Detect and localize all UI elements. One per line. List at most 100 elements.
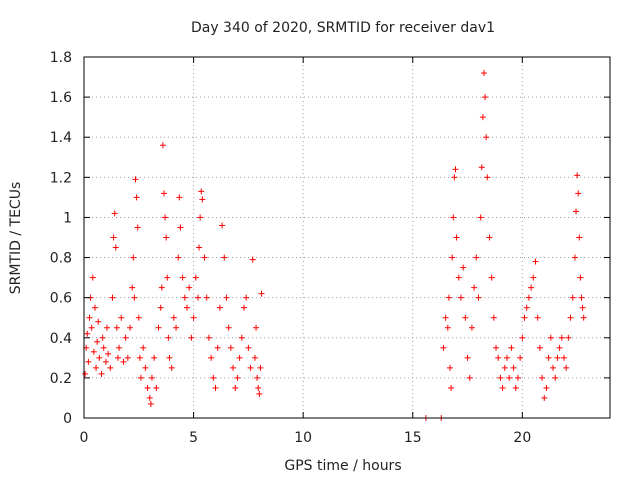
data-point [225, 324, 232, 331]
y-axis-label: SRMTID / TECUs [8, 182, 24, 295]
data-point [192, 274, 199, 281]
data-point [444, 324, 451, 331]
data-point [466, 374, 473, 381]
data-point [205, 334, 212, 341]
data-point [455, 274, 462, 281]
data-point [96, 354, 103, 361]
data-point [258, 290, 265, 297]
data-point [198, 188, 205, 195]
data-point [212, 384, 219, 391]
data-point [232, 384, 239, 391]
data-point [506, 374, 513, 381]
data-point [223, 294, 230, 301]
data-point [256, 390, 263, 397]
data-point [480, 70, 487, 77]
data-point [188, 334, 195, 341]
data-point [109, 294, 116, 301]
data-point [142, 364, 149, 371]
data-point [512, 384, 519, 391]
data-point [85, 358, 92, 365]
data-point [521, 314, 528, 321]
data-point [249, 256, 256, 263]
data-point [131, 294, 138, 301]
data-point [550, 364, 557, 371]
data-point [194, 294, 201, 301]
data-point [133, 194, 140, 201]
data-point [208, 354, 215, 361]
data-point [471, 284, 478, 291]
data-point [503, 354, 510, 361]
data-point [160, 190, 167, 197]
data-point [234, 374, 241, 381]
axis-ticks [83, 56, 610, 419]
data-point [464, 354, 471, 361]
data-point [190, 314, 197, 321]
data-point [495, 354, 502, 361]
data-point [451, 174, 458, 181]
data-point [184, 304, 191, 311]
data-point [573, 208, 580, 215]
data-point [88, 324, 95, 331]
data-point [170, 314, 177, 321]
data-point [166, 354, 173, 361]
data-point [110, 234, 117, 241]
data-point [86, 314, 93, 321]
y-tick-label: 0.2 [50, 371, 72, 387]
data-point [563, 364, 570, 371]
data-point [477, 214, 484, 221]
y-tick-label: 1.4 [50, 130, 72, 146]
data-point [113, 324, 120, 331]
data-point [94, 338, 101, 345]
y-tick-label: 1.6 [50, 90, 72, 106]
data-point [565, 334, 572, 341]
data-point [457, 294, 464, 301]
data-point [127, 324, 134, 331]
data-point [462, 314, 469, 321]
y-tick-label: 0.8 [50, 251, 72, 267]
data-point [129, 284, 136, 291]
data-point [227, 344, 234, 351]
data-point [95, 318, 102, 325]
data-point [140, 344, 147, 351]
data-point [575, 190, 582, 197]
data-point [468, 324, 475, 331]
data-point [238, 334, 245, 341]
data-point [484, 174, 491, 181]
data-point [490, 314, 497, 321]
x-tick-label: 15 [404, 430, 422, 446]
data-point [453, 234, 460, 241]
data-point [508, 344, 515, 351]
data-point [545, 354, 552, 361]
data-point [105, 350, 112, 357]
data-point [478, 164, 485, 171]
data-point [210, 374, 217, 381]
data-point [482, 94, 489, 101]
data-point [153, 384, 160, 391]
data-point [493, 344, 500, 351]
data-points [82, 70, 587, 421]
data-point [442, 314, 449, 321]
data-point [122, 334, 129, 341]
data-point [536, 344, 543, 351]
data-point [84, 330, 91, 337]
x-tick-label: 10 [294, 430, 312, 446]
data-point [134, 224, 141, 231]
data-point [449, 254, 456, 261]
data-point [176, 194, 183, 201]
data-point [221, 254, 228, 261]
data-point [525, 294, 532, 301]
data-point [124, 354, 131, 361]
data-point [155, 324, 162, 331]
data-point [196, 244, 203, 251]
data-point [93, 364, 100, 371]
x-tick-label: 20 [513, 430, 531, 446]
data-point [517, 354, 524, 361]
y-tick-label: 1.8 [50, 50, 72, 66]
data-point [576, 234, 583, 241]
y-tick-label: 0 [63, 411, 72, 427]
data-point [111, 210, 118, 217]
data-point [501, 364, 508, 371]
data-point [102, 358, 109, 365]
data-point [230, 364, 237, 371]
data-point [440, 344, 447, 351]
